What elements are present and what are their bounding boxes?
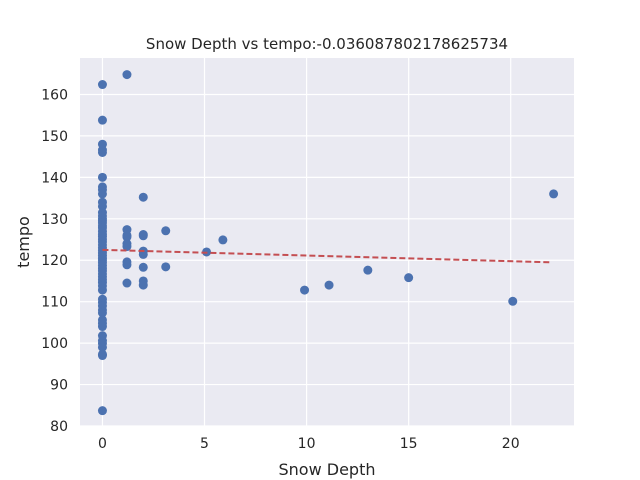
data-point: [97, 80, 107, 90]
data-point: [122, 232, 132, 242]
x-tick-label: 15: [400, 436, 418, 452]
x-tick-labels: 0 5 10 15 20: [98, 436, 520, 452]
data-point: [97, 115, 107, 125]
data-point: [138, 192, 148, 202]
data-point: [508, 296, 518, 306]
data-point: [138, 280, 148, 290]
data-point: [218, 235, 228, 245]
data-point: [122, 70, 132, 80]
x-tick-label: 5: [200, 436, 209, 452]
y-tick-labels: 80 90 100 110 120 130 140 150 160: [41, 87, 68, 435]
data-point: [404, 273, 414, 283]
data-point: [161, 262, 171, 272]
y-tick-label: 150: [41, 129, 68, 145]
x-gridlines: [101, 58, 512, 426]
y-tick-label: 80: [50, 419, 68, 435]
x-tick-label: 20: [502, 436, 520, 452]
data-point: [161, 226, 171, 236]
data-point: [138, 262, 148, 272]
y-axis-label: tempo: [14, 216, 33, 268]
data-point: [363, 265, 373, 275]
data-point: [122, 260, 132, 270]
data-point: [97, 322, 107, 332]
data-point: [138, 231, 148, 241]
chart-title: Snow Depth vs tempo:-0.03608780217862573…: [146, 35, 508, 53]
y-tick-label: 110: [41, 295, 68, 311]
data-point: [97, 285, 107, 295]
trend-line: [102, 248, 552, 264]
y-tick-label: 120: [41, 253, 68, 269]
y-tick-label: 100: [41, 336, 68, 352]
data-point: [122, 242, 132, 252]
data-point: [97, 201, 107, 211]
y-tick-label: 90: [50, 378, 68, 394]
x-tick-label: 0: [98, 436, 107, 452]
data-points: [97, 70, 559, 416]
y-tick-label: 140: [41, 170, 68, 186]
data-point: [97, 342, 107, 352]
x-axis-label: Snow Depth: [279, 460, 376, 479]
y-tick-label: 130: [41, 212, 68, 228]
data-point: [300, 285, 310, 295]
data-point: [97, 189, 107, 199]
data-point: [97, 351, 107, 361]
data-point: [97, 147, 107, 157]
data-point: [97, 406, 107, 416]
data-point: [138, 249, 148, 259]
x-tick-label: 10: [298, 436, 316, 452]
data-point: [97, 308, 107, 318]
data-point: [324, 280, 334, 290]
plot-background: [80, 58, 574, 426]
data-point: [549, 189, 559, 199]
data-point: [97, 172, 107, 182]
data-point: [122, 278, 132, 288]
y-tick-label: 160: [41, 87, 68, 103]
